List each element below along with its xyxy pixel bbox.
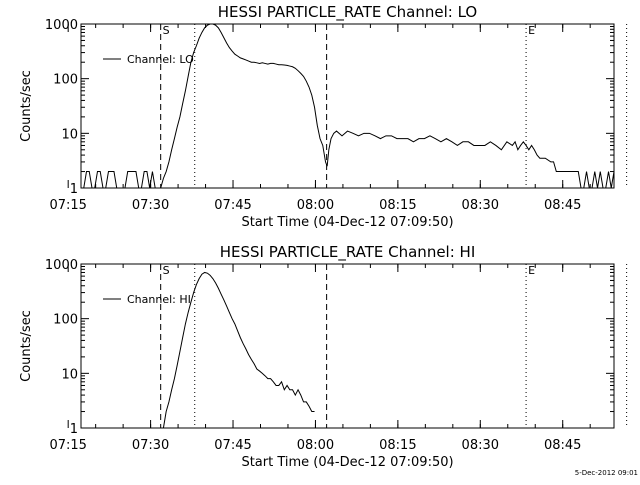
footer-timestamp: 5-Dec-2012 09:01 xyxy=(575,469,638,477)
x-axis-label: Start Time (04-Dec-12 07:09:50) xyxy=(241,215,453,230)
chart-title: HESSI PARTICLE_RATE Channel: LO xyxy=(218,3,477,22)
panel-lo: HESSI PARTICLE_RATE Channel: LO Counts/se… xyxy=(19,3,628,230)
time-marker-label: S xyxy=(163,24,170,37)
x-tick-label: 08:15 xyxy=(379,198,416,213)
x-tick-label: 07:45 xyxy=(214,198,251,213)
x-tick-label: 07:15 xyxy=(49,438,86,453)
x-axis-label: Start Time (04-Dec-12 07:09:50) xyxy=(241,455,453,470)
y-axis-label: Counts/sec xyxy=(19,70,34,142)
y-tick-label: 10 xyxy=(61,127,78,142)
x-tick-label: 08:30 xyxy=(462,198,499,213)
y-axis-label: Counts/sec xyxy=(19,310,34,382)
plot-frame xyxy=(80,23,615,189)
legend-label: Channel: LO xyxy=(127,53,194,66)
plot-frame xyxy=(80,263,615,429)
chart-title: HESSI PARTICLE_RATE Channel: HI xyxy=(220,243,476,262)
x-tick-label: 08:00 xyxy=(297,438,334,453)
x-tick-label: 07:30 xyxy=(132,198,169,213)
x-tick-label: 08:30 xyxy=(462,438,499,453)
series-line xyxy=(83,23,615,189)
x-tick-label: 07:30 xyxy=(132,438,169,453)
x-tick-label: 07:45 xyxy=(214,438,251,453)
x-tick-label: 08:45 xyxy=(544,438,581,453)
x-tick-label: 08:45 xyxy=(544,198,581,213)
x-tick-label: 07:15 xyxy=(49,198,86,213)
y-tick-label: 1000 xyxy=(45,258,78,273)
y-tick-label: 1 xyxy=(70,422,78,437)
time-marker-label: E xyxy=(528,264,535,277)
y-tick-label: 1 xyxy=(70,182,78,197)
y-tick-label: 10 xyxy=(61,367,78,382)
x-tick-label: 08:00 xyxy=(297,198,334,213)
time-marker-label: S xyxy=(163,264,170,277)
y-tick-label: 100 xyxy=(53,73,78,88)
time-marker-label: E xyxy=(528,24,535,37)
x-tick-label: 08:15 xyxy=(379,438,416,453)
y-tick-label: 100 xyxy=(53,313,78,328)
panel-hi: HESSI PARTICLE_RATE Channel: HI Counts/se… xyxy=(19,243,628,470)
y-tick-label: 1000 xyxy=(45,18,78,33)
series-line xyxy=(162,271,315,429)
legend-label: Channel: HI xyxy=(127,293,191,306)
